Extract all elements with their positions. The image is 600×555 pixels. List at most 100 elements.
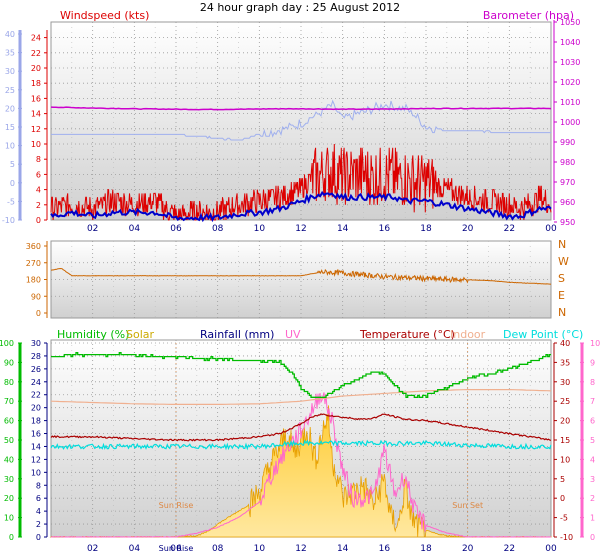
uv-axis-tick-label: 9: [590, 358, 595, 367]
wind-outer-axis-tick-label: 5: [10, 160, 15, 169]
barometer-label: Barometer (hpa): [483, 9, 574, 22]
wind-outer-axis-tick-label: 15: [5, 123, 15, 132]
temperature-axis-tick-label: -10: [560, 533, 573, 542]
legend-label-4: UV: [285, 328, 301, 341]
wind-outer-axis-tick-label: 30: [5, 67, 15, 76]
temperature-axis-tick-label: 0: [560, 494, 565, 503]
uv-axis-tick-label: 5: [590, 436, 595, 445]
weather-panel-x-tick-label: 18: [420, 544, 432, 554]
uv-axis-tick-label: 3: [590, 475, 595, 484]
windspeed-axis-tick-label: 12: [31, 125, 41, 134]
barometer-axis-tick-label: 1020: [560, 78, 580, 87]
humidity-axis-tick-label: 0: [9, 533, 14, 542]
windspeed-axis-tick-label: 8: [36, 155, 41, 164]
humidity-axis-tick-label: 30: [4, 475, 14, 484]
rainfall-axis-tick-label: 2: [36, 520, 41, 529]
legend-label-1: Humidity (%): [57, 328, 129, 341]
rainfall-axis-tick-label: 0: [36, 533, 41, 542]
temperature-axis-tick-label: -5: [560, 514, 568, 523]
windspeed-axis-tick-label: 18: [31, 79, 41, 88]
graph-title: 24 hour graph day : 25 August 2012: [200, 1, 400, 14]
barometer-axis-tick-label: 1040: [560, 38, 580, 47]
humidity-axis-tick-label: 60: [4, 417, 14, 426]
direction-axis-tick-label: 360: [26, 242, 41, 251]
weather-panel-x-tick-label: 12: [295, 544, 306, 554]
windspeed-axis-tick-label: 6: [36, 170, 41, 179]
legend-label-6: Indoor: [450, 328, 486, 341]
uv-axis-tick-label: 8: [590, 378, 595, 387]
compass-label: E: [558, 289, 565, 302]
wind-outer-axis-tick-label: 40: [5, 30, 15, 39]
temperature-axis-tick-label: 35: [560, 358, 570, 367]
barometer-axis-tick-label: 960: [560, 198, 575, 207]
weather-panel-x-tick-label: 16: [379, 544, 391, 554]
rainfall-axis-tick-label: 24: [31, 378, 41, 387]
legend-label-3: Rainfall (mm): [200, 328, 274, 341]
weather-panel-x-tick-label: 22: [504, 544, 515, 554]
barometer-axis-tick-label: 1030: [560, 58, 580, 67]
sun-rise-axis-label: Sun Rise: [159, 544, 194, 553]
wind-panel-x-tick-label: 08: [212, 224, 224, 234]
weather-panel-x-tick-label: 00: [545, 544, 557, 554]
wind-outer-axis-tick-label: -5: [7, 197, 15, 206]
temperature-axis-tick-label: 15: [560, 436, 570, 445]
wind-panel-x-tick-label: 00: [545, 224, 557, 234]
humidity-axis-tick-label: 20: [4, 494, 14, 503]
uv-axis-tick-label: 2: [590, 494, 595, 503]
wind-outer-axis-tick-label: 25: [5, 86, 15, 95]
rainfall-axis-tick-label: 28: [31, 352, 41, 361]
rainfall-axis-tick-label: 20: [31, 404, 41, 413]
uv-axis-tick-label: 1: [590, 514, 595, 523]
wind-outer-axis-tick-label: 35: [5, 49, 15, 58]
weather-panel-x-tick-label: 02: [87, 544, 98, 554]
uv-axis-tick-label: 10: [590, 339, 600, 348]
wind-panel-x-tick-label: 02: [87, 224, 98, 234]
temperature-axis-tick-label: 40: [560, 339, 570, 348]
series-barometer: [50, 106, 552, 111]
barometer-axis-tick-label: 1000: [560, 118, 580, 127]
temperature-axis-tick-label: 5: [560, 475, 565, 484]
wind-panel-x-tick-label: 04: [129, 224, 141, 234]
weather-panel-x-tick-label: 08: [212, 544, 224, 554]
weather-panel-x-tick-label: 20: [462, 544, 474, 554]
uv-axis-tick-label: 0: [590, 533, 595, 542]
compass-label: W: [558, 255, 569, 268]
compass-label: N: [558, 306, 566, 319]
wind-panel-x-tick-label: 20: [462, 224, 474, 234]
temperature-axis-tick-label: 30: [560, 378, 570, 387]
windspeed-axis-tick-label: 4: [36, 186, 41, 195]
uv-axis-tick-label: 6: [590, 417, 595, 426]
weather-panel-x-tick-label: 14: [337, 544, 349, 554]
wind-outer-axis-tick-label: -10: [2, 216, 15, 225]
windspeed-axis-tick-label: 20: [31, 64, 41, 73]
wind-panel-x-tick-label: 22: [504, 224, 515, 234]
series-humidity: [51, 352, 551, 398]
rainfall-axis-tick-label: 14: [31, 442, 41, 451]
humidity-axis-tick-label: 50: [4, 436, 14, 445]
rainfall-axis-tick-label: 22: [31, 391, 41, 400]
wind-panel-x-tick-label: 10: [254, 224, 266, 234]
weather-panel-x-tick-label: 10: [254, 544, 266, 554]
series-gust: [50, 190, 552, 223]
series-dewpoint: [50, 439, 552, 451]
series-indoor: [50, 389, 552, 405]
windspeed-label: Windspeed (kts): [60, 9, 149, 22]
legend-label-7: Dew Point (°C): [503, 328, 583, 341]
windspeed-axis-tick-label: 16: [31, 94, 41, 103]
rainfall-axis-tick-label: 4: [36, 507, 41, 516]
rainfall-axis-tick-label: 12: [31, 455, 41, 464]
windspeed-axis-tick-label: 14: [31, 110, 41, 119]
humidity-axis-tick-label: 70: [4, 397, 14, 406]
rainfall-axis-tick-label: 16: [31, 430, 41, 439]
series-uv: [51, 392, 551, 538]
windspeed-axis-tick-label: 2: [36, 201, 41, 210]
windspeed-axis-tick-label: 0: [36, 216, 41, 225]
barometer-axis-tick-label: 980: [560, 158, 575, 167]
wind-outer-axis-tick-label: 10: [5, 142, 15, 151]
wind-panel-x-tick-label: 14: [337, 224, 349, 234]
barometer-axis-tick-label: 990: [560, 138, 575, 147]
compass-label: N: [558, 238, 566, 251]
weather-panel-x-tick-label: 04: [129, 544, 141, 554]
